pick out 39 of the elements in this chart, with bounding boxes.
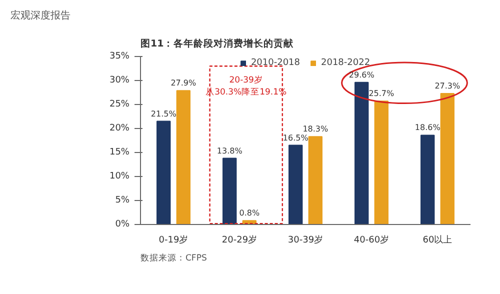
bar [308, 136, 322, 224]
data-label: 13.8% [216, 146, 243, 156]
bar [374, 100, 388, 224]
data-label: 16.5% [282, 133, 309, 142]
annotation: 20-39岁 [229, 74, 263, 86]
bar [288, 144, 303, 224]
data-label: 29.6% [348, 70, 375, 80]
x-tick-label: 0-19岁 [158, 234, 188, 246]
y-tick-label: 15% [109, 148, 130, 158]
chart-title: 图11：各年龄段对消费增长的贡献 [140, 38, 295, 50]
source-note: 数据来源：CFPS [140, 252, 207, 264]
legend-label: 2018-2022 [321, 58, 370, 68]
y-tick-label: 25% [109, 100, 130, 110]
y-tick-label: 5% [115, 196, 130, 206]
data-label: 21.5% [150, 109, 177, 118]
bar [176, 90, 190, 224]
legend-label: 2010-2018 [250, 58, 300, 68]
data-label: 25.7% [368, 89, 395, 98]
bar [222, 158, 237, 224]
x-tick-label: 30-39岁 [288, 234, 324, 246]
x-tick-label: 60以上 [422, 234, 452, 246]
annotation: 从30.3%降至19.1% [206, 86, 287, 98]
y-tick-label: 30% [109, 76, 130, 86]
x-tick-label: 40-60岁 [354, 234, 390, 246]
y-tick-label: 10% [109, 172, 130, 182]
data-label: 18.3% [302, 124, 329, 134]
data-label: 18.6% [414, 123, 441, 132]
bar [354, 82, 369, 224]
y-tick-label: 20% [109, 124, 130, 134]
bar [440, 92, 454, 224]
y-tick-label: 0% [115, 220, 130, 230]
text: 宏观深度报告 [10, 10, 70, 22]
bar [156, 120, 171, 224]
data-label: 0.8% [239, 208, 260, 218]
x-tick-label: 20-29岁 [222, 234, 258, 246]
data-label: 27.3% [434, 81, 461, 90]
data-label: 27.9% [170, 78, 197, 88]
y-tick-label: 35% [109, 52, 130, 62]
bar [420, 134, 435, 224]
